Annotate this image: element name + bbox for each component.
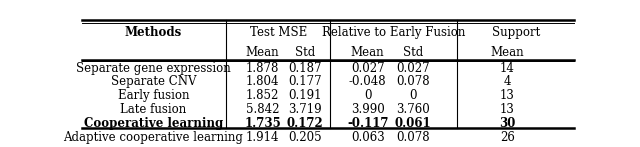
Text: Separate CNV: Separate CNV xyxy=(111,75,196,88)
Text: 0.187: 0.187 xyxy=(288,61,321,75)
Text: 30: 30 xyxy=(499,117,516,130)
Text: Cooperative learning: Cooperative learning xyxy=(84,117,223,130)
Text: Relative to Early Fusion: Relative to Early Fusion xyxy=(322,26,465,39)
Text: -0.117: -0.117 xyxy=(347,117,388,130)
Text: Test MSE: Test MSE xyxy=(250,26,307,39)
Text: 1.914: 1.914 xyxy=(246,131,279,144)
Text: 0.172: 0.172 xyxy=(286,117,323,130)
Text: 0.027: 0.027 xyxy=(351,61,385,75)
Text: 0.205: 0.205 xyxy=(288,131,321,144)
Text: Mean: Mean xyxy=(351,46,385,59)
Text: 0: 0 xyxy=(410,89,417,102)
Text: 0.027: 0.027 xyxy=(397,61,430,75)
Text: 14: 14 xyxy=(500,61,515,75)
Text: Late fusion: Late fusion xyxy=(120,103,186,116)
Text: 1.735: 1.735 xyxy=(244,117,281,130)
Text: 4: 4 xyxy=(504,75,511,88)
Text: Std: Std xyxy=(403,46,424,59)
Text: Adaptive cooperative learning: Adaptive cooperative learning xyxy=(63,131,243,144)
Text: Methods: Methods xyxy=(125,26,182,39)
Text: 13: 13 xyxy=(500,103,515,116)
Text: 1.804: 1.804 xyxy=(246,75,279,88)
Text: 0.078: 0.078 xyxy=(397,75,430,88)
Text: 0.191: 0.191 xyxy=(288,89,321,102)
Text: 3.990: 3.990 xyxy=(351,103,385,116)
Text: 3.719: 3.719 xyxy=(288,103,321,116)
Text: 0.063: 0.063 xyxy=(351,131,385,144)
Text: 1.852: 1.852 xyxy=(246,89,279,102)
Text: Mean: Mean xyxy=(491,46,524,59)
Text: 0: 0 xyxy=(364,89,371,102)
Text: 5.842: 5.842 xyxy=(246,103,279,116)
Text: 0.078: 0.078 xyxy=(397,131,430,144)
Text: 13: 13 xyxy=(500,89,515,102)
Text: 0.177: 0.177 xyxy=(288,75,321,88)
Text: 26: 26 xyxy=(500,131,515,144)
Text: 3.760: 3.760 xyxy=(396,103,430,116)
Text: Mean: Mean xyxy=(246,46,279,59)
Text: 0.061: 0.061 xyxy=(395,117,431,130)
Text: Early fusion: Early fusion xyxy=(118,89,189,102)
Text: 1.878: 1.878 xyxy=(246,61,279,75)
Text: Std: Std xyxy=(294,46,315,59)
Text: -0.048: -0.048 xyxy=(349,75,387,88)
Text: Support: Support xyxy=(492,26,541,39)
Text: Separate gene expression: Separate gene expression xyxy=(76,61,231,75)
